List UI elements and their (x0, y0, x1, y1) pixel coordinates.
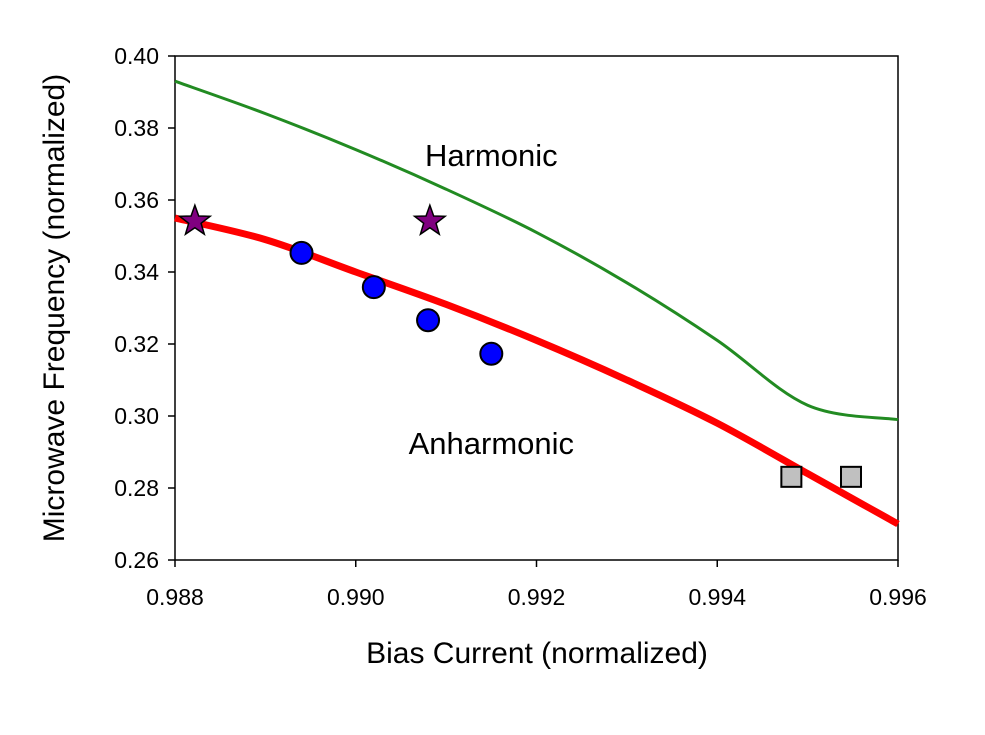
annotation-label: Anharmonic (409, 426, 574, 461)
x-tick-label: 0.992 (508, 584, 566, 610)
x-axis-ticks: 0.988 0.990 0.992 0.994 0.996 (146, 560, 927, 610)
circle-point (289, 240, 314, 265)
y-axis-ticks: 0.26 0.28 0.30 0.32 0.34 0.36 0.38 0.40 (114, 43, 175, 573)
y-tick-label: 0.40 (114, 43, 159, 69)
annotation-label: Harmonic (425, 138, 558, 173)
plot-area (174, 55, 899, 561)
y-tick-label: 0.36 (114, 187, 159, 213)
y-axis-title: Microwave Frequency (normalized) (38, 74, 71, 543)
series-0-line (174, 79, 899, 422)
star-point (177, 203, 213, 236)
y-tick-label: 0.34 (114, 259, 159, 285)
x-tick-label: 0.994 (688, 584, 746, 610)
square-point (780, 465, 803, 488)
x-tick-label: 0.988 (146, 584, 204, 610)
annotation-layer: Harmonic Anharmonic (409, 138, 574, 461)
y-tick-label: 0.26 (114, 547, 159, 573)
circle-point (479, 341, 504, 366)
y-tick-label: 0.30 (114, 403, 159, 429)
star-point (412, 203, 448, 236)
circle-point (416, 308, 441, 333)
series-layer (174, 79, 900, 528)
x-tick-label: 0.990 (327, 584, 385, 610)
y-tick-label: 0.38 (114, 115, 159, 141)
x-tick-label: 0.996 (869, 584, 927, 610)
y-tick-label: 0.28 (114, 475, 159, 501)
square-point (840, 465, 863, 488)
y-tick-label: 0.32 (114, 331, 159, 357)
x-axis-title: Bias Current (normalized) (366, 637, 708, 670)
circle-point (361, 275, 386, 300)
